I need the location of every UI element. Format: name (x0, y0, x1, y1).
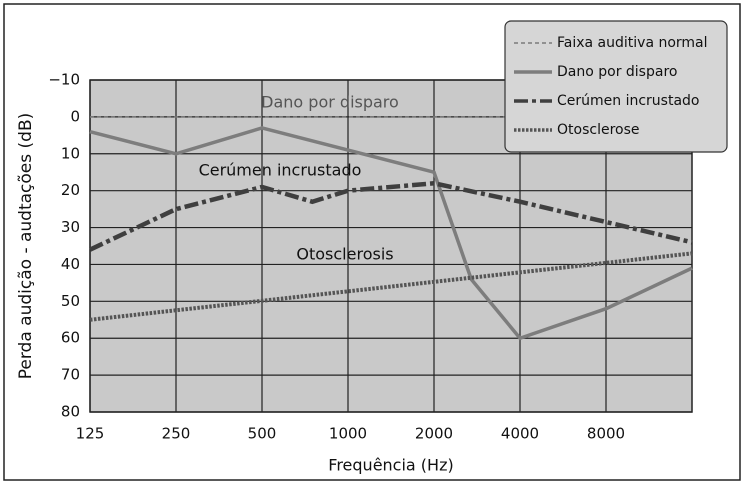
x-tick-label: 2000 (415, 425, 453, 443)
y-tick-label: 80 (61, 403, 80, 421)
x-tick-label: 1000 (329, 425, 367, 443)
y-tick-label: 30 (61, 218, 80, 236)
y-tick-label: 10 (61, 144, 80, 162)
x-tick-label: 500 (248, 425, 277, 443)
annotation: Otosclerosis (296, 245, 393, 264)
y-tick-label: 0 (70, 107, 80, 125)
x-tick-label: 4000 (501, 425, 539, 443)
x-axis-label: Frequência (Hz) (328, 456, 453, 475)
x-tick-label: 125 (76, 425, 105, 443)
legend-label: Cerúmen incrustado (557, 93, 700, 109)
x-tick-label: 8000 (587, 425, 625, 443)
legend-label: Otosclerose (557, 122, 640, 138)
y-tick-label: 40 (61, 255, 80, 273)
series-line (89, 126, 693, 341)
legend-label: Dano por disparo (557, 64, 677, 80)
y-tick-label: 60 (61, 329, 80, 347)
series-line (89, 181, 693, 252)
annotation: Dano por disparo (261, 93, 399, 112)
series-line (89, 251, 693, 322)
annotation: Cerúmen incrustado (199, 161, 362, 180)
y-tick-label: −10 (48, 71, 80, 89)
legend-box (504, 20, 728, 153)
legend: Faixa auditiva normal Dano por disparo Cer… (504, 20, 728, 153)
legend-label: Faixa auditiva normal (557, 35, 708, 51)
y-tick-label: 50 (61, 292, 80, 310)
y-tick-label: 20 (61, 181, 80, 199)
y-axis-label: Perda audição - audtações (dB) (16, 113, 36, 379)
x-tick-label: 250 (162, 425, 191, 443)
y-tick-label: 70 (61, 366, 80, 384)
